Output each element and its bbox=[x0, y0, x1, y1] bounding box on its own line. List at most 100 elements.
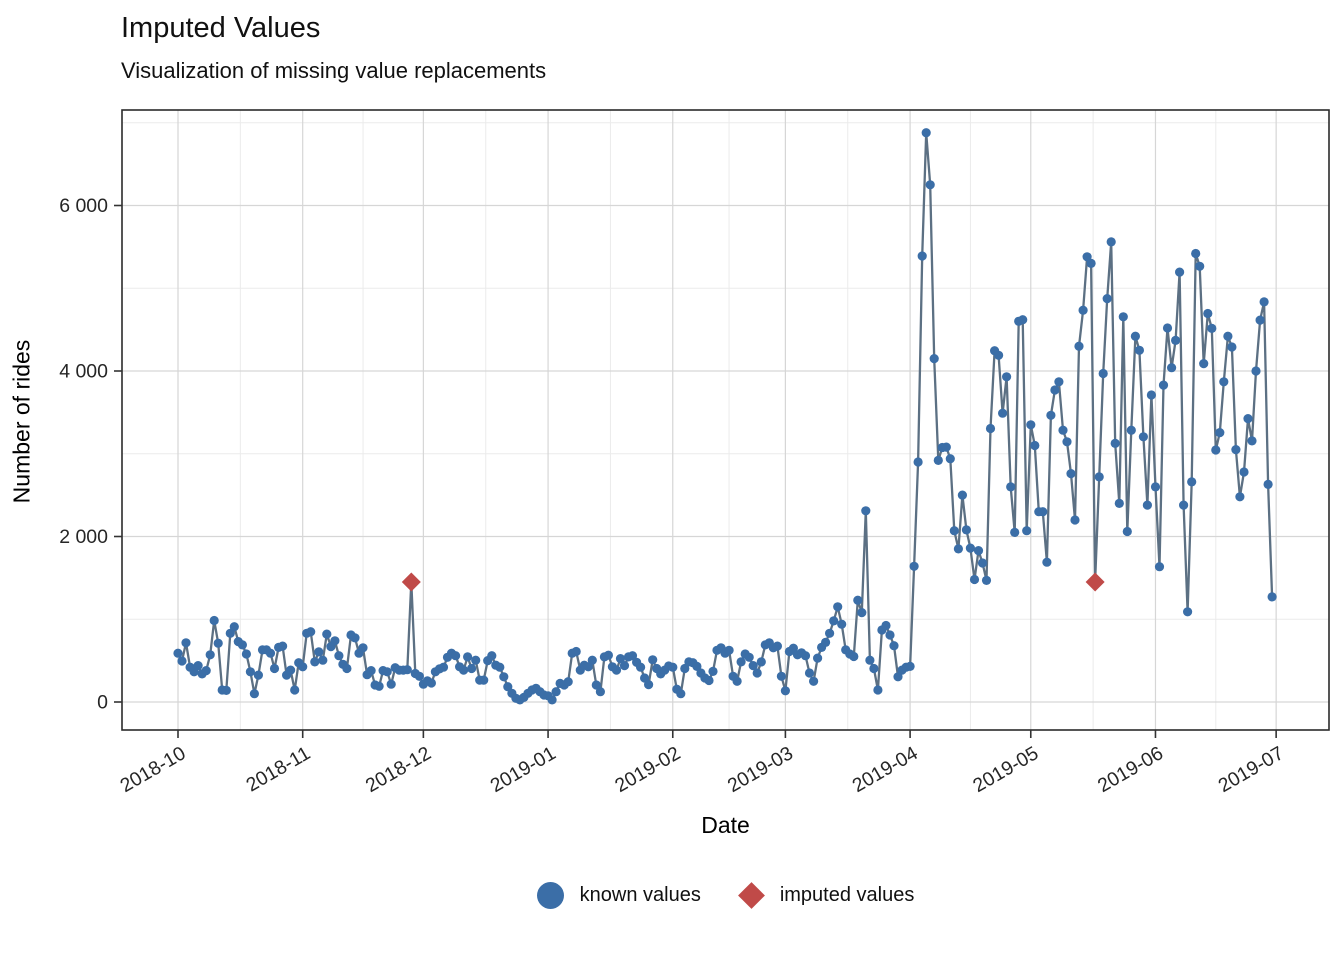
data-point-known bbox=[1203, 308, 1213, 319]
data-point-known bbox=[193, 661, 203, 671]
data-point-known bbox=[1126, 425, 1136, 435]
data-point-known bbox=[1114, 498, 1124, 508]
x-tick-label: 2019-01 bbox=[487, 742, 560, 797]
data-point-known bbox=[829, 616, 839, 626]
x-tick-label: 2018-12 bbox=[362, 742, 435, 797]
x-tick-label: 2019-06 bbox=[1094, 742, 1167, 797]
panel-border bbox=[121, 109, 1330, 731]
data-point-known bbox=[286, 665, 296, 675]
data-point-known bbox=[945, 454, 955, 464]
data-point-known bbox=[221, 685, 231, 696]
y-tick-label: 2 000 bbox=[59, 526, 108, 548]
data-point-known bbox=[1259, 297, 1269, 307]
data-point-known bbox=[1142, 500, 1152, 510]
data-point-known bbox=[603, 650, 614, 660]
data-point-known bbox=[853, 595, 863, 605]
data-point-known bbox=[973, 546, 984, 556]
data-point-known bbox=[1082, 252, 1092, 262]
data-point-known bbox=[1146, 390, 1156, 400]
data-point-known bbox=[668, 662, 678, 672]
data-point-known bbox=[929, 354, 939, 364]
data-point-known bbox=[1086, 258, 1096, 268]
data-point-known bbox=[1110, 438, 1120, 448]
data-point-known bbox=[225, 628, 235, 638]
data-point-known bbox=[752, 668, 762, 678]
data-point-known bbox=[925, 180, 935, 190]
data-point-known bbox=[471, 655, 481, 665]
chart-canvas: 2018-10 2018-11 2018-12 2019-01 2019-02 2019-… bbox=[59, 109, 1330, 797]
data-point-known bbox=[1078, 305, 1088, 315]
data-point-known bbox=[941, 442, 951, 452]
data-point-known bbox=[1058, 425, 1068, 435]
data-point-known bbox=[1175, 267, 1185, 277]
data-point-known bbox=[591, 680, 601, 690]
data-point-known bbox=[278, 641, 288, 651]
data-point-known bbox=[1102, 294, 1112, 304]
data-point-known bbox=[350, 633, 360, 643]
y-axis-title: Number of rides bbox=[8, 339, 35, 504]
y-tick-label: 0 bbox=[97, 692, 108, 714]
data-point-known bbox=[547, 695, 557, 705]
data-point-known bbox=[619, 661, 630, 671]
data-point-known bbox=[322, 629, 332, 639]
x-tick-label: 2018-11 bbox=[242, 742, 314, 796]
data-point-known bbox=[981, 575, 992, 586]
data-point-known bbox=[1187, 477, 1197, 487]
data-point-known bbox=[306, 627, 316, 637]
data-point-known bbox=[648, 655, 658, 665]
known-values-marker-icon bbox=[536, 882, 564, 909]
data-point-known bbox=[977, 558, 988, 568]
data-point-known bbox=[772, 641, 783, 651]
data-point-known bbox=[358, 643, 368, 653]
data-point-known bbox=[953, 544, 964, 554]
data-point-known bbox=[426, 678, 436, 688]
data-point-imputed bbox=[401, 572, 421, 592]
data-point-known bbox=[1199, 359, 1209, 369]
imputed-values-marker-icon bbox=[737, 882, 765, 909]
data-point-known bbox=[1134, 345, 1144, 355]
x-tick-label: 2019-03 bbox=[724, 742, 797, 797]
y-tick-label: 4 000 bbox=[59, 361, 108, 383]
y-tick-label: 6 000 bbox=[59, 195, 108, 217]
data-point-known bbox=[1018, 315, 1028, 325]
data-point-known bbox=[873, 685, 883, 695]
data-point-known bbox=[1138, 432, 1148, 442]
chart-subtitle: Visualization of missing value replaceme… bbox=[121, 58, 547, 83]
data-point-known bbox=[459, 665, 469, 675]
data-point-known bbox=[1062, 437, 1072, 447]
data-point-known bbox=[571, 646, 581, 657]
data-point-known bbox=[961, 525, 972, 535]
data-point-known bbox=[414, 671, 424, 681]
data-point-known bbox=[957, 490, 968, 500]
data-point-known bbox=[1010, 527, 1020, 538]
data-point-known bbox=[1106, 237, 1116, 247]
data-point-known bbox=[366, 666, 376, 676]
data-point-known bbox=[438, 662, 449, 672]
data-point-known bbox=[1227, 342, 1237, 352]
data-point-known bbox=[788, 643, 799, 653]
x-tick-label: 2019-07 bbox=[1215, 742, 1288, 797]
data-point-known bbox=[611, 665, 622, 675]
data-point-known bbox=[310, 657, 320, 667]
data-point-known bbox=[627, 651, 638, 661]
x-tick-label: 2019-05 bbox=[969, 742, 1042, 797]
data-point-known bbox=[487, 651, 497, 661]
data-point-known bbox=[209, 615, 219, 626]
data-point-known bbox=[551, 687, 561, 697]
data-point-known bbox=[201, 666, 211, 676]
data-point-known bbox=[804, 668, 815, 678]
data-point-known bbox=[985, 423, 996, 434]
data-point-known bbox=[1211, 445, 1221, 455]
legend-label-known: known values bbox=[579, 884, 701, 906]
x-axis-title: Date bbox=[701, 812, 750, 838]
data-point-known bbox=[495, 662, 505, 672]
data-point-known bbox=[269, 663, 280, 674]
data-point-known bbox=[595, 687, 606, 697]
data-point-known bbox=[833, 602, 843, 612]
data-point-known bbox=[905, 661, 915, 672]
data-point-known bbox=[756, 657, 766, 667]
data-point-known bbox=[382, 667, 392, 677]
data-point-known bbox=[1006, 482, 1016, 492]
data-point-known bbox=[1022, 526, 1032, 536]
data-point-known bbox=[776, 671, 787, 681]
